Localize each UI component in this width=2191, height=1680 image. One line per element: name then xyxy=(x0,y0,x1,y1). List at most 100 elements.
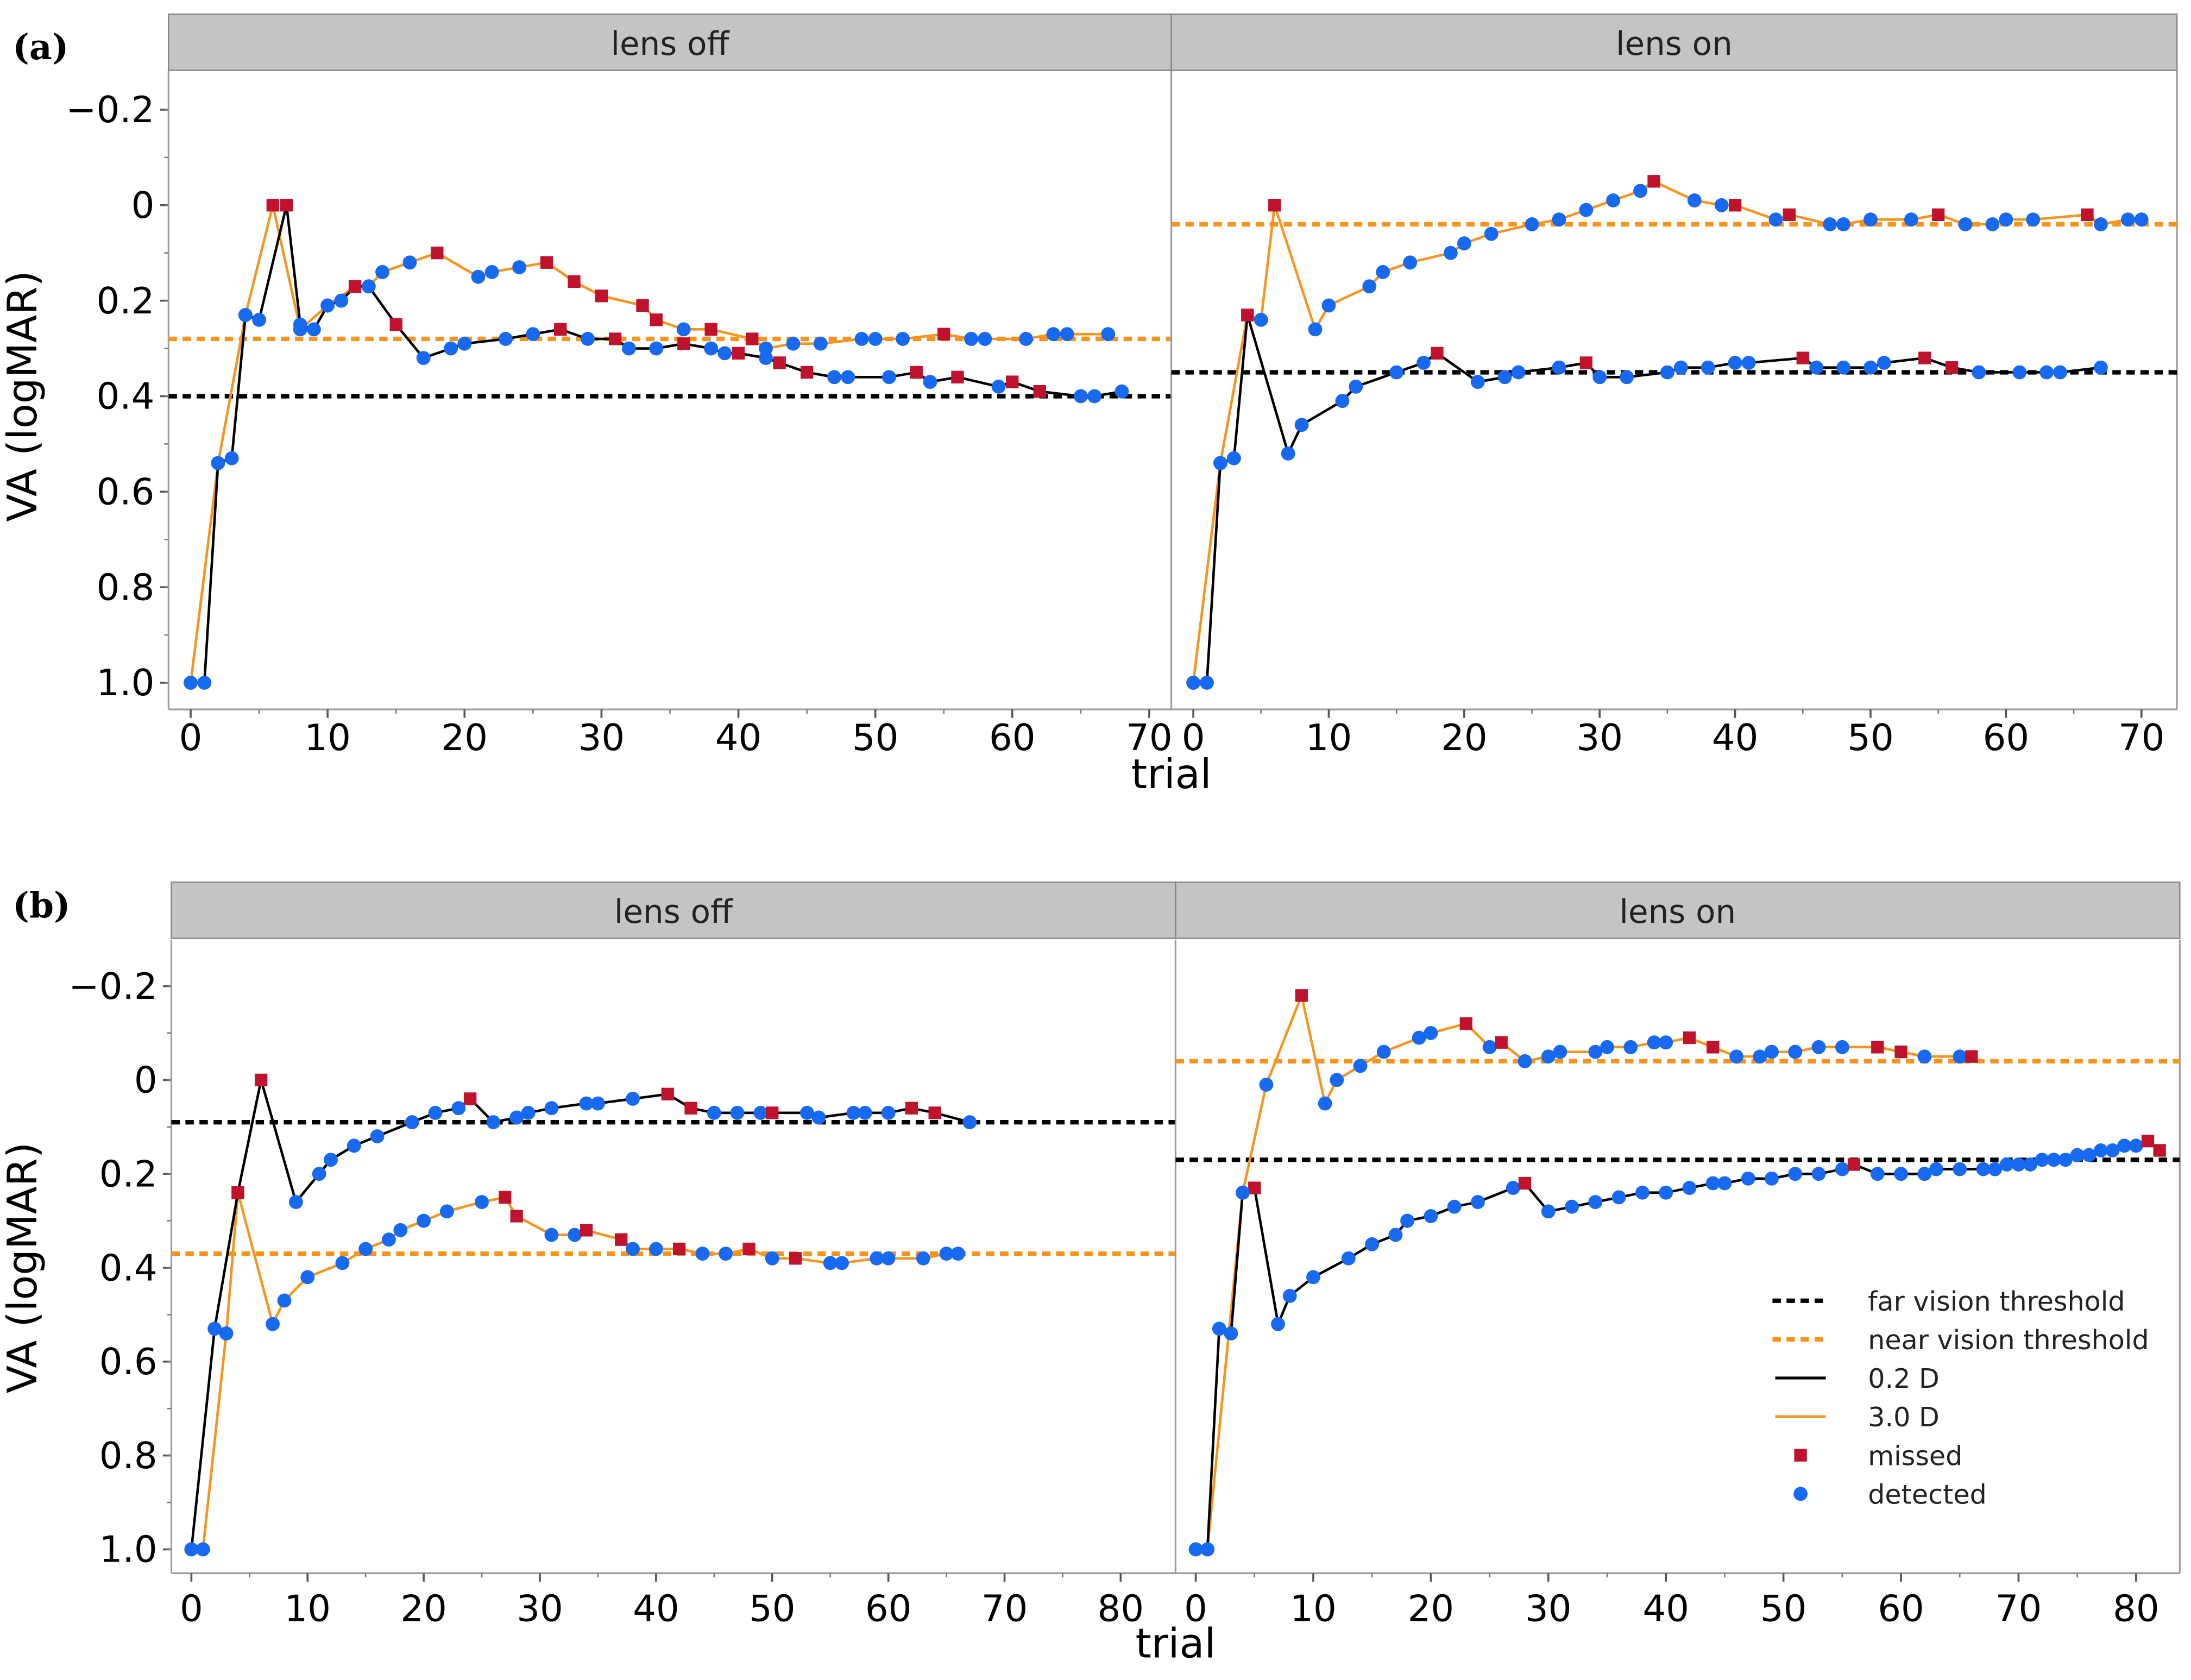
marker-missed xyxy=(1579,356,1592,369)
x-tick-label: 50 xyxy=(1760,1587,1807,1629)
marker-detected xyxy=(1019,332,1033,346)
x-tick-label: 30 xyxy=(517,1587,563,1629)
marker-missed xyxy=(499,1191,512,1204)
plot-area xyxy=(1171,175,2177,690)
marker-detected xyxy=(1917,1167,1932,1181)
x-axis-label: trial xyxy=(1131,750,1212,798)
marker-detected xyxy=(1588,1195,1603,1209)
marker-missed xyxy=(255,1073,268,1086)
marker-detected xyxy=(2012,365,2027,380)
marker-missed xyxy=(1894,1045,1907,1059)
x-tick-label: 0 xyxy=(1184,1587,1207,1629)
marker-detected xyxy=(1115,384,1129,399)
marker-detected xyxy=(759,341,773,356)
marker-missed xyxy=(937,328,950,341)
marker-detected xyxy=(1976,1162,1991,1176)
marker-missed xyxy=(951,370,964,383)
marker-missed xyxy=(1847,1158,1861,1171)
marker-missed xyxy=(540,256,553,269)
marker-missed xyxy=(773,356,786,369)
marker-missed xyxy=(1965,1050,1978,1063)
marker-missed xyxy=(905,1102,918,1115)
x-tick-label: 40 xyxy=(633,1587,679,1629)
marker-missed xyxy=(595,290,608,303)
marker-detected xyxy=(1999,212,2013,227)
y-tick-label: 0.2 xyxy=(99,1153,158,1195)
marker-detected xyxy=(444,341,458,356)
marker-detected xyxy=(1929,1162,1943,1176)
facet-b-lens-on: lens on 0 10 20 30 40 50 60 70 80 xyxy=(1174,881,2181,1629)
marker-detected xyxy=(1281,446,1295,461)
marker-detected xyxy=(1811,1167,1826,1181)
marker-missed xyxy=(910,366,923,379)
marker-detected xyxy=(626,1091,640,1106)
marker-detected xyxy=(1687,193,1702,207)
marker-detected xyxy=(1811,1040,1826,1054)
marker-detected xyxy=(1046,327,1061,342)
marker-detected xyxy=(1511,365,1526,380)
facet-title: lens off xyxy=(614,894,734,931)
x-tick-label: 80 xyxy=(1098,1587,1144,1629)
marker-detected xyxy=(2082,1148,2096,1162)
marker-detected xyxy=(626,1242,640,1256)
x-tick-label: 60 xyxy=(989,716,1036,759)
marker-detected xyxy=(184,676,198,690)
marker-detected xyxy=(811,1110,826,1125)
marker-detected xyxy=(1389,365,1404,380)
marker-detected xyxy=(320,298,335,313)
legend-label: 3.0 D xyxy=(1868,1401,1940,1433)
legend-entry-near: near vision threshold xyxy=(1772,1324,2149,1356)
x-tick-label: 80 xyxy=(2113,1587,2159,1629)
marker-missed xyxy=(1796,351,1809,364)
marker-detected xyxy=(498,332,513,346)
series-line-low xyxy=(190,1078,970,1550)
marker-detected xyxy=(568,1228,582,1242)
marker-detected xyxy=(1611,1190,1626,1205)
marker-detected xyxy=(2120,212,2135,227)
marker-missed xyxy=(677,337,690,350)
marker-detected xyxy=(1400,1213,1415,1228)
marker-detected xyxy=(224,451,239,465)
marker-detected xyxy=(484,265,499,279)
marker-detected xyxy=(1087,389,1101,404)
marker-detected xyxy=(375,265,389,279)
marker-detected xyxy=(2094,1143,2108,1157)
y-tick-label: 0.6 xyxy=(97,471,155,513)
marker-detected xyxy=(334,293,349,308)
marker-detected xyxy=(590,1096,605,1111)
marker-detected xyxy=(923,375,937,389)
marker-detected xyxy=(1506,1181,1520,1195)
y-tick-label: 0.8 xyxy=(97,566,155,608)
marker-missed xyxy=(266,199,279,212)
x-tick-label: 60 xyxy=(865,1587,912,1629)
marker-detected xyxy=(1917,1049,1932,1064)
marker-detected xyxy=(1972,365,1986,380)
marker-detected xyxy=(1308,322,1323,337)
facet-title: lens on xyxy=(1616,26,1733,63)
marker-detected xyxy=(858,1105,872,1120)
marker-missed xyxy=(704,323,717,336)
marker-detected xyxy=(1701,360,1715,375)
facet-a-lens-off: lens off 0 10 20 30 40 50 60 70 xyxy=(167,13,1173,759)
y-tick-label: 0.4 xyxy=(97,375,155,418)
marker-detected xyxy=(416,351,431,366)
marker-detected xyxy=(1424,1026,1438,1040)
marker-detected xyxy=(1226,451,1241,465)
marker-detected xyxy=(581,332,595,346)
marker-detected xyxy=(1633,184,1647,198)
marker-detected xyxy=(1321,298,1336,313)
marker-detected xyxy=(896,332,910,346)
marker-missed xyxy=(766,1106,779,1119)
marker-missed xyxy=(580,1224,593,1237)
marker-detected xyxy=(1863,360,1878,375)
marker-missed xyxy=(684,1102,697,1115)
marker-detected xyxy=(1660,365,1674,380)
x-tick-label: 10 xyxy=(304,716,351,759)
x-tick-label: 40 xyxy=(715,716,762,759)
marker-detected xyxy=(1188,1542,1203,1557)
marker-detected xyxy=(799,1105,814,1120)
marker-missed xyxy=(1871,1041,1884,1054)
marker-detected xyxy=(1552,212,1566,227)
marker-missed xyxy=(464,1092,477,1105)
marker-detected xyxy=(1470,375,1485,389)
